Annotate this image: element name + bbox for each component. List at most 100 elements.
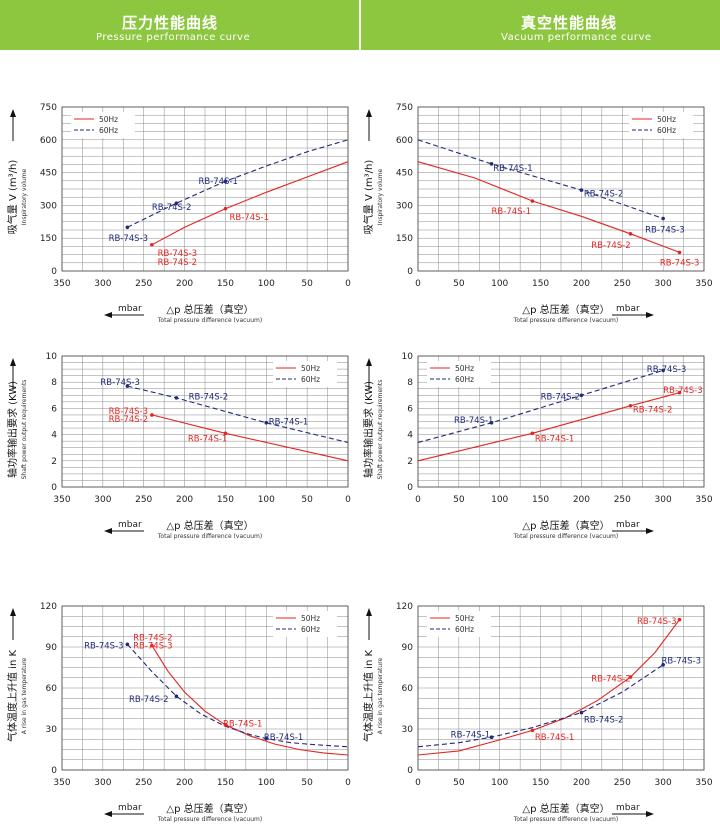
y-axis-label: 吸气量 V (m³/h) (362, 160, 375, 235)
model-label: RB-74S-3 (133, 642, 173, 652)
x-tick-label: 200 (573, 279, 590, 289)
arrow-up-icon (366, 358, 372, 366)
data-point (530, 431, 535, 436)
y-tick-label: 750 (396, 103, 413, 113)
model-label: RB-74S-3 (84, 642, 124, 652)
x-tick-label: 100 (491, 279, 508, 289)
x-tick-label: 250 (614, 778, 631, 788)
model-label: RB-74S-3 (109, 234, 149, 244)
y-tick-label: 10 (46, 352, 58, 362)
data-point (677, 617, 682, 622)
series-line-60Hz (126, 643, 349, 748)
x-axis-unit: mbar (118, 803, 142, 813)
data-point (489, 421, 494, 425)
model-label: RB-74S-1 (230, 213, 270, 223)
x-tick-label: 0 (415, 279, 421, 289)
model-label: RB-74S-2 (133, 633, 173, 643)
series-line-60Hz (417, 139, 664, 220)
data-point (489, 162, 494, 166)
x-tick-label: 0 (345, 495, 351, 505)
y-tick-label: 600 (396, 136, 413, 146)
x-tick-label: 150 (532, 778, 549, 788)
model-label: RB-74S-1 (492, 207, 532, 217)
y-tick-label: 2 (407, 457, 413, 467)
x-tick-label: 300 (94, 495, 111, 505)
y-tick-label: 6 (407, 404, 413, 414)
vacuum-title-en: Vacuum performance curve (501, 32, 652, 43)
x-tick-label: 350 (53, 279, 70, 289)
x-axis-label: △p 总压差（真空） (166, 802, 253, 815)
legend-bg (273, 361, 337, 387)
x-tick-label: 50 (301, 495, 313, 505)
x-axis-label: △p 总压差（真空） (522, 303, 609, 316)
model-label: RB-74S-2 (129, 695, 169, 705)
model-label: RB-74S-2 (109, 415, 149, 425)
legend-label: 50Hz (455, 364, 474, 373)
y-axis-label-en: Shaft power output requirements (21, 380, 28, 480)
x-axis-label-en: Total pressure difference (vacuum) (513, 533, 618, 540)
x-tick-label: 350 (695, 495, 712, 505)
y-tick-label: 0 (407, 267, 413, 277)
x-axis-label-en: Total pressure difference (vacuum) (157, 317, 262, 324)
x-tick-label: 300 (94, 778, 111, 788)
data-point (223, 206, 228, 211)
legend-bg (629, 112, 693, 138)
model-label: RB-74S-1 (269, 418, 309, 428)
model-label: RB-74S-3 (158, 249, 198, 259)
x-tick-label: 300 (655, 778, 672, 788)
arrow-right-icon (646, 811, 654, 817)
legend: 50Hz 60Hz (427, 361, 491, 387)
x-axis-unit: mbar (616, 803, 640, 813)
x-tick-label: 250 (135, 279, 152, 289)
legend: 50Hz 60Hz (427, 611, 491, 637)
y-axis-label-en: A rise in gas temperature (21, 657, 28, 734)
x-axis-label-en: Total pressure difference (vacuum) (513, 317, 618, 324)
x-axis-unit: mbar (118, 520, 142, 530)
y-axis-label: 气体温度上升值 in K (362, 650, 375, 742)
data-point (150, 413, 154, 417)
x-tick-label: 150 (217, 279, 234, 289)
data-point (677, 390, 682, 395)
arrow-right-icon (646, 528, 654, 534)
y-tick-label: 120 (396, 602, 413, 612)
legend-bg (427, 611, 491, 637)
arrow-up-icon (10, 109, 16, 117)
y-tick-label: 0 (407, 766, 413, 776)
grid (61, 106, 349, 272)
model-label: RB-74S-1 (223, 720, 263, 730)
plot-frame (61, 355, 349, 488)
model-label: RB-74S-1 (454, 416, 494, 426)
x-tick-label: 200 (573, 778, 590, 788)
x-axis-caption: △p 总压差（真空）Total pressure difference (vac… (513, 802, 654, 823)
series-line-50Hz (417, 619, 680, 756)
series-line-50Hz (417, 161, 680, 253)
model-label: RB-74S-1 (188, 435, 228, 445)
data-point (264, 421, 269, 425)
data-point (125, 384, 130, 388)
data-point (579, 188, 584, 192)
y-tick-label: 150 (396, 234, 413, 244)
x-tick-label: 0 (415, 495, 421, 505)
y-tick-label: 10 (402, 352, 414, 362)
x-axis-unit: mbar (616, 304, 640, 314)
x-axis-label: △p 总压差（真空） (166, 303, 253, 316)
model-label: RB-74S-3 (637, 617, 677, 627)
data-point (223, 723, 228, 727)
x-tick-label: 350 (53, 495, 70, 505)
legend-bg (273, 611, 337, 637)
x-tick-label: 350 (695, 279, 712, 289)
model-label: RB-74S-2 (591, 674, 631, 684)
x-axis-caption: △p 总压差（真空）Total pressure difference (vac… (104, 802, 262, 823)
arrow-up-icon (10, 608, 16, 616)
legend: 50Hz 60Hz (629, 112, 693, 138)
x-tick-label: 50 (453, 495, 465, 505)
series-line-60Hz (417, 664, 664, 748)
legend-label: 60Hz (301, 375, 320, 384)
y-tick-label: 750 (40, 103, 57, 113)
x-axis-label-en: Total pressure difference (vacuum) (513, 816, 618, 823)
y-tick-label: 60 (402, 684, 414, 694)
x-tick-label: 50 (301, 279, 313, 289)
arrow-up-icon (366, 608, 372, 616)
